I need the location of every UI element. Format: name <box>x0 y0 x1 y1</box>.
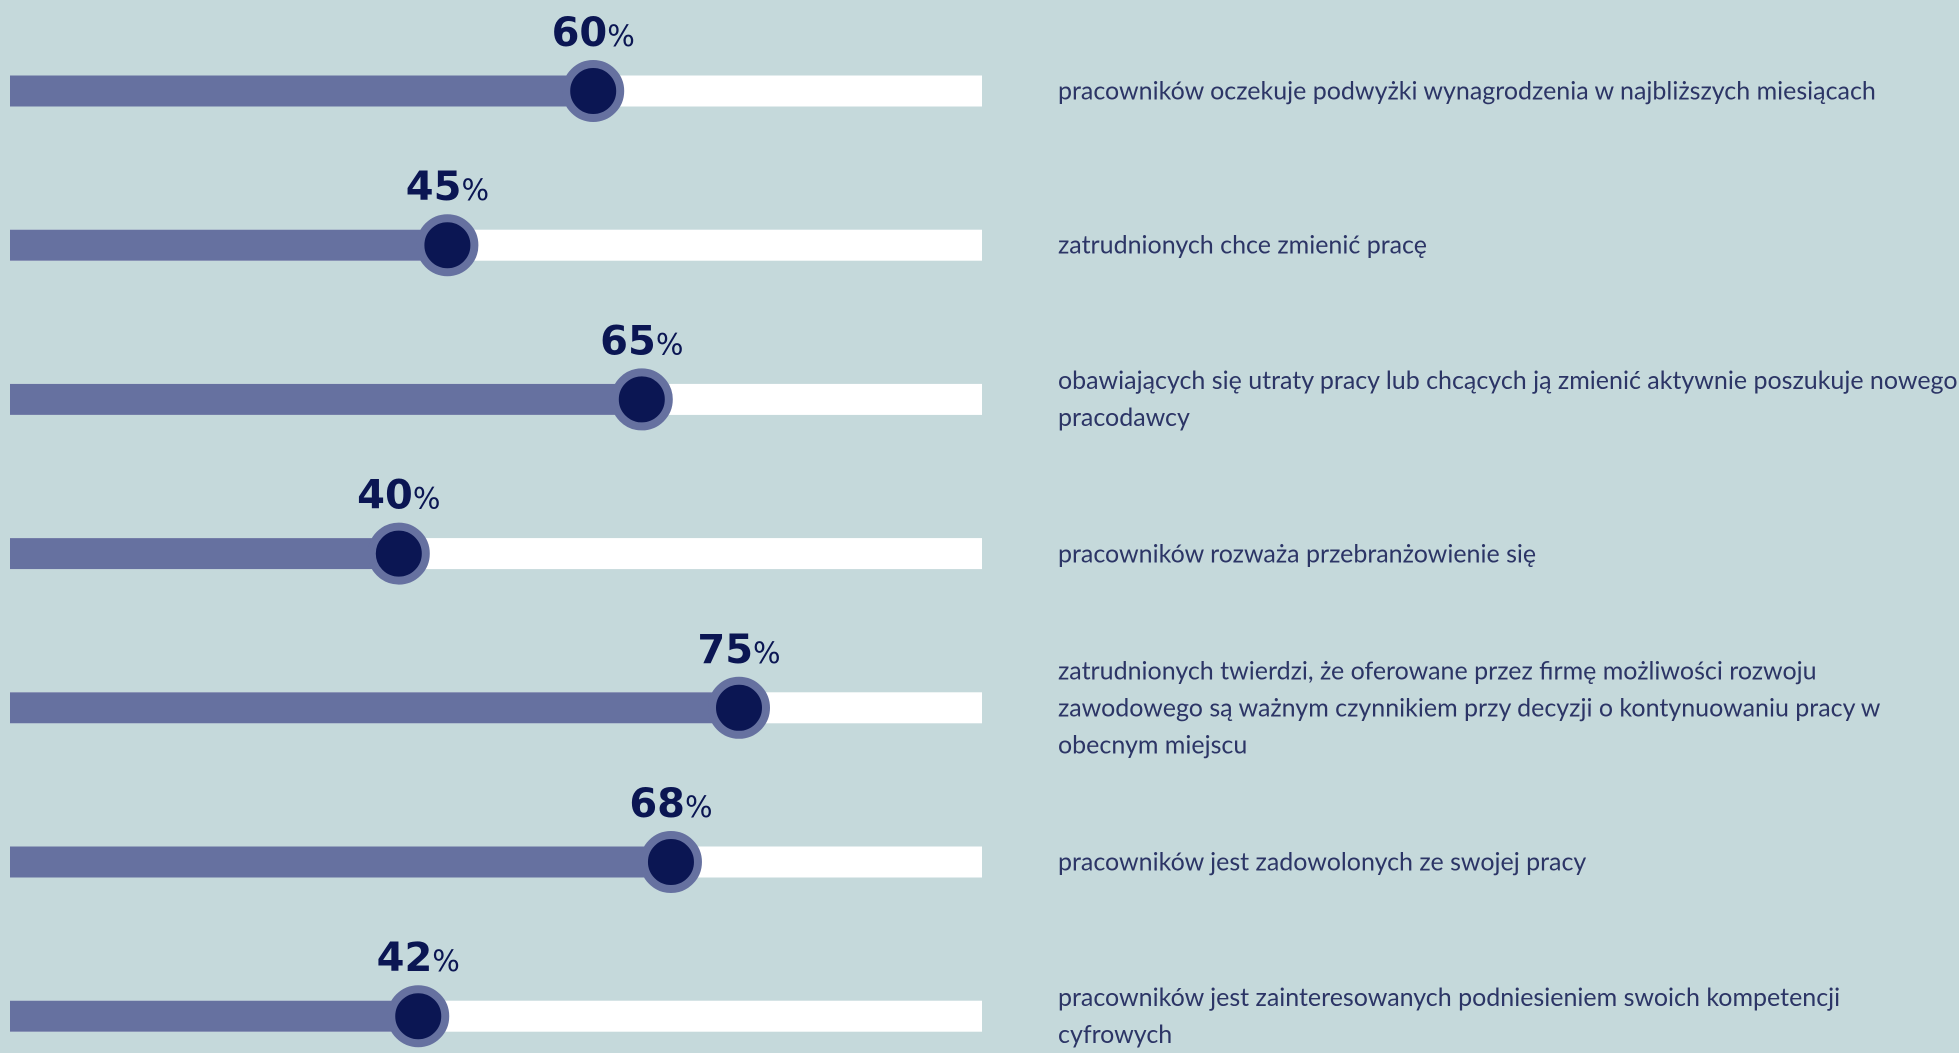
category-label: pracowników jest zainteresowanych podnie… <box>1058 982 1841 1050</box>
bar <box>10 538 399 570</box>
category-label: obawiających się utraty pracy lub chcący… <box>1058 365 1958 433</box>
marker <box>416 214 479 277</box>
bar <box>10 846 671 878</box>
value-label: 60% <box>552 10 635 56</box>
value-label: 45% <box>406 164 489 210</box>
marker <box>387 985 450 1048</box>
category-label: pracowników oczekuje podwyżki wynagrodze… <box>1058 75 1876 106</box>
value-label: 42% <box>377 935 460 981</box>
value-label: 65% <box>600 318 683 364</box>
category-label: zatrudnionych chce zmienić pracę <box>1058 229 1427 260</box>
bar <box>10 692 739 724</box>
marker <box>610 368 673 431</box>
category-label: zatrudnionych twierdzi, że oferowane prz… <box>1058 655 1880 760</box>
category-label: pracowników rozważa przebranżowienie się <box>1058 538 1537 569</box>
marker <box>708 676 770 739</box>
value-label: 68% <box>629 781 712 827</box>
marker <box>367 522 430 585</box>
category-label: pracowników jest zadowolonych ze swojej … <box>1058 846 1587 877</box>
bar <box>10 229 448 261</box>
marker <box>562 60 625 122</box>
value-label: 75% <box>697 627 780 673</box>
marker <box>639 831 702 893</box>
bar <box>10 1000 419 1032</box>
value-label: 40% <box>357 473 440 519</box>
bar <box>10 383 642 415</box>
bar <box>10 75 594 107</box>
